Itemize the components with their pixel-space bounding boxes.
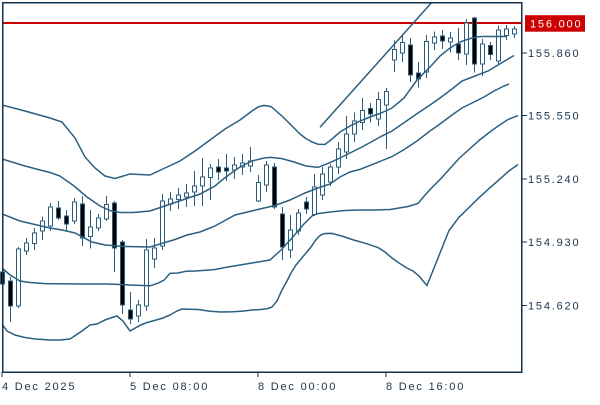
svg-text:155.860: 155.860	[528, 48, 580, 60]
svg-text:156.000: 156.000	[530, 19, 582, 31]
svg-text:154.620: 154.620	[528, 301, 580, 313]
svg-text:155.240: 155.240	[528, 174, 580, 186]
svg-text:155.550: 155.550	[528, 111, 580, 123]
svg-text:8 Dec 00:00: 8 Dec 00:00	[258, 381, 337, 393]
svg-text:154.930: 154.930	[528, 237, 580, 249]
svg-text:8 Dec 16:00: 8 Dec 16:00	[386, 381, 465, 393]
svg-text:4 Dec 2025: 4 Dec 2025	[2, 381, 76, 393]
svg-text:5 Dec 08:00: 5 Dec 08:00	[130, 381, 209, 393]
